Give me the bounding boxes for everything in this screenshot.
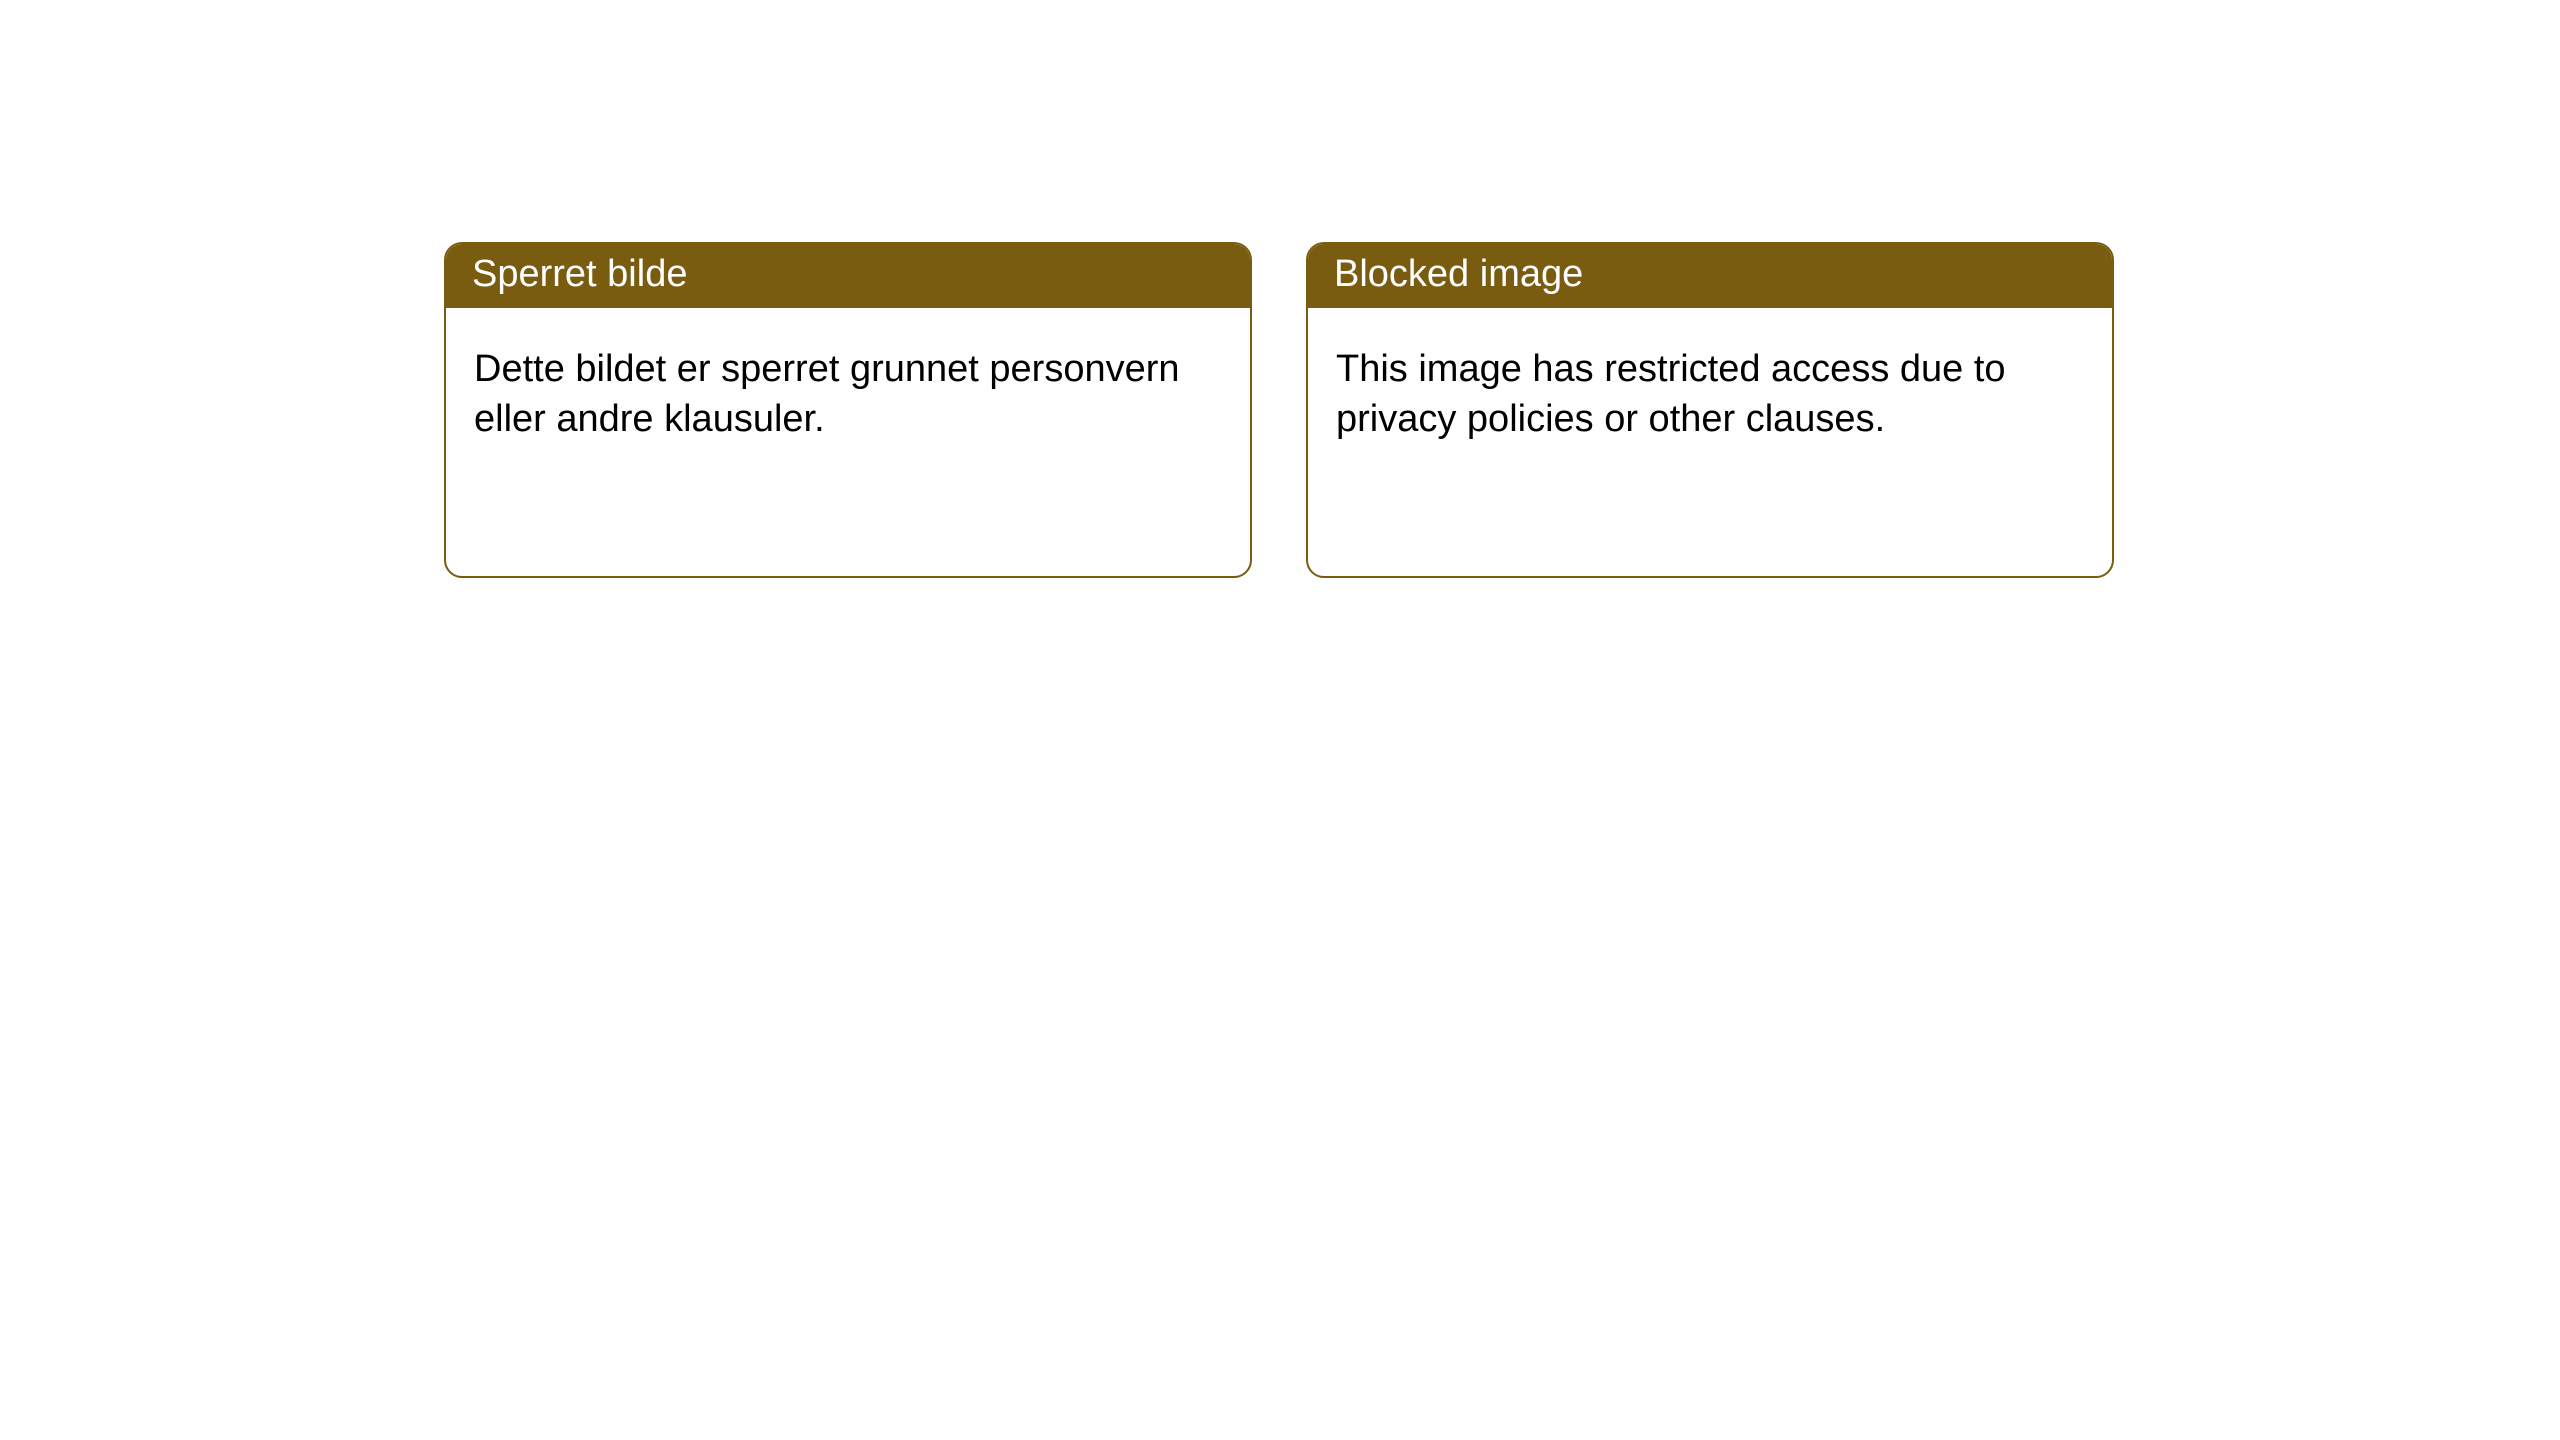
notice-container: Sperret bilde Dette bildet er sperret gr… [0, 0, 2560, 578]
notice-body: Dette bildet er sperret grunnet personve… [446, 308, 1250, 480]
notice-card-norwegian: Sperret bilde Dette bildet er sperret gr… [444, 242, 1252, 578]
notice-header: Sperret bilde [446, 244, 1250, 308]
notice-card-english: Blocked image This image has restricted … [1306, 242, 2114, 578]
notice-header: Blocked image [1308, 244, 2112, 308]
notice-body: This image has restricted access due to … [1308, 308, 2112, 480]
